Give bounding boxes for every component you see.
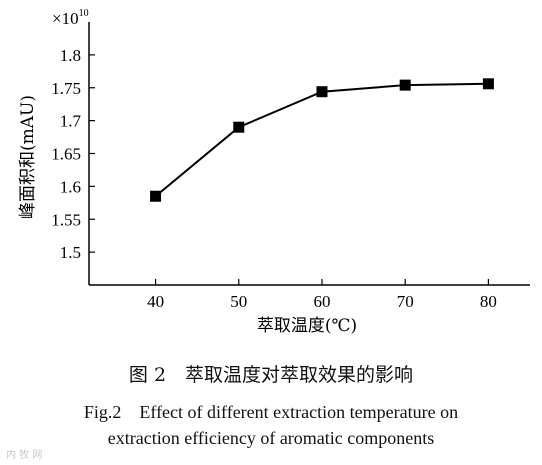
axis-scale-note: ×1010 — [52, 8, 89, 28]
data-point — [150, 190, 162, 202]
x-axis-ticks: 40 50 60 70 80 — [147, 279, 497, 311]
y-tick-label: 1.75 — [51, 79, 81, 98]
watermark: 内 牧 网 — [6, 450, 43, 461]
data-point — [233, 121, 245, 133]
data-point — [399, 79, 411, 91]
scale-note-exponent: 10 — [79, 8, 89, 19]
series-line — [154, 82, 489, 198]
line-chart: 1.51.551.61.651.71.751.8 40 50 60 70 80 ×101… — [18, 8, 530, 336]
y-tick-label: 1.8 — [60, 46, 81, 65]
scale-note-base: ×10 — [52, 9, 79, 28]
x-tick-label: 60 — [313, 292, 330, 311]
y-tick-label: 1.65 — [51, 145, 81, 164]
x-tick-label: 80 — [480, 292, 497, 311]
caption-english-line1: Fig.2 Effect of different extraction tem… — [83, 402, 459, 422]
caption-chinese: 图 2 萃取温度对萃取效果的影响 — [128, 364, 414, 386]
y-tick-label: 1.6 — [60, 177, 81, 196]
y-tick-label: 1.7 — [60, 112, 82, 131]
caption-english-line2: extraction efficiency of aromatic compon… — [107, 428, 435, 448]
x-axis-label: 萃取温度(℃) — [257, 316, 357, 336]
data-point — [316, 86, 328, 98]
x-tick-label: 70 — [397, 292, 414, 311]
y-axis-label: 峰面积和(mAU) — [18, 95, 38, 219]
y-tick-label: 1.5 — [60, 243, 81, 262]
x-tick-label: 50 — [230, 292, 247, 311]
x-tick-label: 40 — [147, 292, 164, 311]
data-points — [150, 78, 494, 202]
y-axis-ticks: 1.5 1.55 1.6 1.65 1.7 1.75 1.8 — [51, 46, 95, 262]
y-tick-label: 1.55 — [51, 210, 81, 229]
axes — [88, 22, 530, 286]
data-point — [482, 78, 494, 90]
